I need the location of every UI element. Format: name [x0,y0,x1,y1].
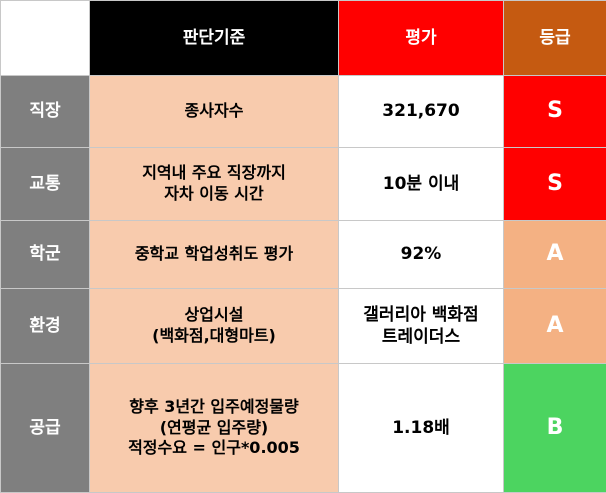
table-row: 교통 지역내 주요 직장까지 자차 이동 시간 10분 이내 S [1,148,606,221]
criteria-line: 상업시설 [90,305,338,326]
value-line: 10분 이내 [339,173,503,195]
criteria-line: 중학교 학업성취도 평가 [90,244,338,265]
value-line: 트레이더스 [339,326,503,348]
row-category: 교통 [1,148,90,221]
value-line: 92% [339,243,503,265]
row-grade: A [504,221,606,289]
criteria-line: (백화점,대형마트) [90,326,338,347]
criteria-line: (연평균 입주량) [90,418,338,439]
row-value: 321,670 [339,76,504,148]
value-line: 1.18배 [339,417,503,439]
criteria-line: 적정수요 = 인구*0.005 [90,438,338,459]
row-category: 공급 [1,364,90,493]
table-row: 공급 향후 3년간 입주예정물량 (연평균 입주량) 적정수요 = 인구*0.0… [1,364,606,493]
row-category: 직장 [1,76,90,148]
row-criteria: 상업시설 (백화점,대형마트) [90,289,339,364]
header-criteria: 판단기준 [90,1,339,76]
row-grade: B [504,364,606,493]
row-criteria: 향후 3년간 입주예정물량 (연평균 입주량) 적정수요 = 인구*0.005 [90,364,339,493]
row-grade: A [504,289,606,364]
table-row: 직장 종사자수 321,670 S [1,76,606,148]
header-row: 판단기준 평가 등급 [1,1,606,76]
header-grade: 등급 [504,1,606,76]
criteria-line: 향후 3년간 입주예정물량 [90,397,338,418]
header-evaluation: 평가 [339,1,504,76]
criteria-line: 자차 이동 시간 [90,184,338,205]
criteria-line: 지역내 주요 직장까지 [90,163,338,184]
value-line: 321,670 [339,100,503,122]
row-criteria: 종사자수 [90,76,339,148]
row-criteria: 중학교 학업성취도 평가 [90,221,339,289]
row-criteria: 지역내 주요 직장까지 자차 이동 시간 [90,148,339,221]
row-grade: S [504,76,606,148]
row-value: 92% [339,221,504,289]
row-category: 학군 [1,221,90,289]
row-value: 10분 이내 [339,148,504,221]
criteria-line: 종사자수 [90,101,338,122]
row-value: 1.18배 [339,364,504,493]
header-blank-cell [1,1,90,76]
row-grade: S [504,148,606,221]
table-row: 환경 상업시설 (백화점,대형마트) 갤러리아 백화점 트레이더스 A [1,289,606,364]
row-value: 갤러리아 백화점 트레이더스 [339,289,504,364]
value-line: 갤러리아 백화점 [339,304,503,326]
table-row: 학군 중학교 학업성취도 평가 92% A [1,221,606,289]
row-category: 환경 [1,289,90,364]
